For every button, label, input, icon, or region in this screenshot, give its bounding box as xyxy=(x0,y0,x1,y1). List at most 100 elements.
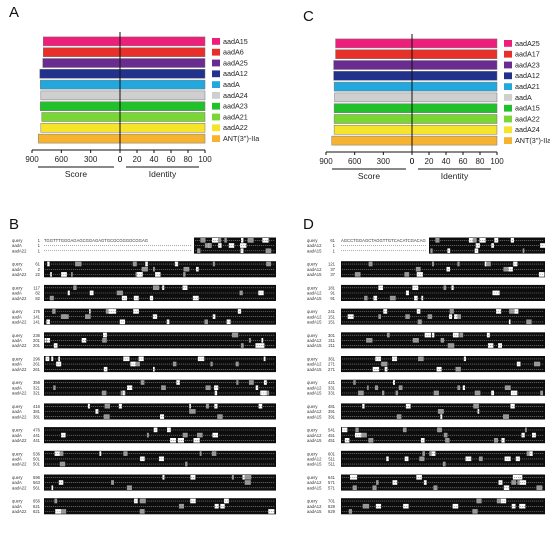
legend-label: aadA21 xyxy=(515,82,540,91)
identity-bar xyxy=(411,38,498,49)
identity-bar xyxy=(411,103,498,113)
identity-bar xyxy=(119,123,206,133)
seq-position: 391 xyxy=(328,409,336,414)
score-tick-label: 0 xyxy=(118,155,123,164)
seq-name: aadA12 xyxy=(307,480,322,485)
seq-name: aadA15 xyxy=(307,296,322,301)
seq-name: query xyxy=(307,404,318,409)
legend-swatch xyxy=(212,92,220,99)
identity-axis-title: Identity xyxy=(149,169,177,179)
variant-mark xyxy=(189,409,196,414)
seq-position: 1 xyxy=(38,238,41,243)
variant-mark xyxy=(190,475,196,480)
variant-mark xyxy=(197,248,201,253)
legend-label: aadA17 xyxy=(515,50,540,59)
identity-bar xyxy=(119,69,206,79)
score-tick-label: 900 xyxy=(319,157,333,166)
seq-name: query xyxy=(307,451,318,456)
seq-position: 241 xyxy=(328,309,336,314)
seq-position: 441 xyxy=(33,438,41,443)
seq-name: aadA xyxy=(12,480,22,485)
identity-tick-label: 100 xyxy=(198,155,212,164)
score-bar xyxy=(335,49,413,59)
variant-mark xyxy=(417,319,422,325)
variant-mark xyxy=(224,498,229,504)
variant-mark xyxy=(258,403,263,409)
variant-mark xyxy=(459,332,464,338)
variant-mark xyxy=(383,309,388,314)
variant-mark xyxy=(538,272,545,277)
variant-mark xyxy=(522,248,525,253)
legend-label: aadA12 xyxy=(515,71,540,80)
legend-swatch xyxy=(212,48,220,56)
seq-name: query xyxy=(12,357,23,362)
score-bar xyxy=(334,92,413,103)
seq-name: aadA22 xyxy=(12,438,27,443)
seq-position: 296 xyxy=(33,357,41,362)
seq-name: aadA22 xyxy=(12,509,27,514)
variant-mark xyxy=(508,319,511,325)
legend-swatch xyxy=(504,40,512,47)
seq-name: query xyxy=(307,475,318,480)
identity-bar xyxy=(411,60,498,70)
legend-label: aadA25 xyxy=(223,58,248,67)
seq-position: 331 xyxy=(328,391,336,396)
variant-mark xyxy=(501,498,507,504)
alignment-block xyxy=(44,498,276,515)
identity-tick-label: 0 xyxy=(118,155,123,164)
seq-name: query xyxy=(12,333,23,338)
variant-mark xyxy=(172,361,177,367)
legend-label: ANT(3'')-IIa xyxy=(223,134,259,143)
seq-position: 121 xyxy=(328,262,336,267)
variant-mark xyxy=(140,380,145,385)
variant-mark xyxy=(414,295,418,301)
seq-name: aadA22 xyxy=(12,485,27,490)
seq-name: aadA12 xyxy=(307,504,322,509)
variant-mark xyxy=(67,290,70,296)
variant-mark xyxy=(59,461,66,467)
variant-mark xyxy=(47,261,50,267)
seq-position: 261 xyxy=(33,362,41,367)
variant-mark xyxy=(362,403,365,409)
legend-label: ANT(3'')-IIa xyxy=(515,136,550,145)
variant-mark xyxy=(108,309,113,314)
seq-position: 37 xyxy=(330,272,335,277)
identity-tick-label: 40 xyxy=(150,155,159,164)
score-bar xyxy=(42,58,121,68)
seq-name: aadA xyxy=(12,409,22,414)
variant-mark xyxy=(362,503,370,509)
variant-mark xyxy=(511,480,517,485)
legend-swatch xyxy=(212,102,220,110)
seq-position: 571 xyxy=(328,480,336,485)
identity-axis-title: Identity xyxy=(441,171,469,181)
identity-bar xyxy=(411,92,498,103)
seq-position: 416 xyxy=(33,404,41,409)
variant-mark xyxy=(405,290,409,296)
variant-mark xyxy=(386,456,389,462)
seq-position: 501 xyxy=(33,457,41,462)
seq-position: 141 xyxy=(33,314,41,319)
seq-position: 201 xyxy=(33,338,41,343)
variant-mark xyxy=(496,498,502,504)
seq-position: 621 xyxy=(33,504,41,509)
legend-label: aadA23 xyxy=(515,60,540,69)
seq-name: aadA15 xyxy=(307,367,322,372)
seq-name: aadA12 xyxy=(307,267,322,272)
variant-mark xyxy=(440,414,443,419)
seq-name: aadA22 xyxy=(12,414,27,419)
seq-position: 621 xyxy=(33,509,41,514)
query-first-sequence: TGGTTTGGGAGAGCGGAGAGTGCGCGGGGCGGAG xyxy=(44,238,148,243)
seq-position: 571 xyxy=(328,485,336,490)
identity-bar xyxy=(119,36,206,47)
seq-position: 596 xyxy=(33,475,41,480)
identity-bar xyxy=(411,49,498,59)
identity-bar xyxy=(119,47,206,57)
identity-tick-label: 20 xyxy=(133,155,142,164)
variant-mark xyxy=(133,361,140,367)
seq-name: aadA12 xyxy=(307,314,322,319)
seq-name: aadA15 xyxy=(307,509,322,514)
score-bar xyxy=(42,36,121,47)
seq-position: 381 xyxy=(33,409,41,414)
seq-position: 321 xyxy=(33,391,41,396)
alignment-block xyxy=(44,356,276,373)
